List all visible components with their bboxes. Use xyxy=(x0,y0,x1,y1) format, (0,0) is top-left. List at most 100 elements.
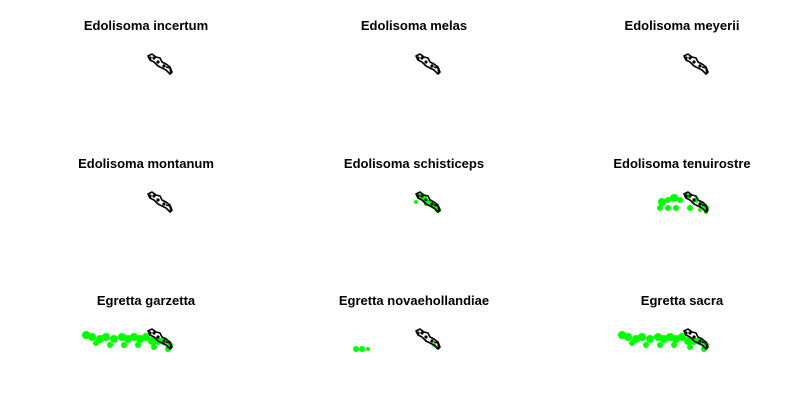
range-blob xyxy=(670,194,678,202)
panel-title: Edolisoma meyerii xyxy=(624,18,740,33)
range-blob xyxy=(677,197,683,203)
panel-title: Edolisoma melas xyxy=(360,18,468,33)
panel: Edolisoma meyerii xyxy=(548,0,804,137)
panel-title: Edolisoma schisticeps xyxy=(343,156,485,171)
range-blob xyxy=(148,337,156,345)
map xyxy=(353,328,441,352)
map xyxy=(415,53,441,75)
island-dot xyxy=(148,194,152,198)
range-blob xyxy=(353,346,359,352)
range-blob xyxy=(93,340,99,346)
island-dot xyxy=(152,194,156,198)
panel-title: Egretta novaehollandiae xyxy=(338,293,490,308)
range-blob xyxy=(102,333,110,341)
island-dot xyxy=(688,331,692,335)
range-blob xyxy=(657,205,663,211)
range-blob xyxy=(665,205,671,211)
island-dot xyxy=(698,202,702,206)
island-dot xyxy=(148,56,152,60)
range-blob xyxy=(665,197,671,203)
panel: Edolisoma schisticeps xyxy=(280,138,548,275)
island-dot xyxy=(416,331,420,335)
island-dot xyxy=(152,331,156,335)
island-outline xyxy=(683,53,709,75)
island-dot xyxy=(162,339,166,343)
island-dot xyxy=(420,331,424,335)
island-dot xyxy=(424,60,428,64)
island-dot xyxy=(430,339,434,343)
range-blob xyxy=(135,342,141,348)
map xyxy=(618,328,709,352)
island-outline xyxy=(415,191,441,213)
island-dot xyxy=(156,198,160,202)
island-dot xyxy=(162,64,166,68)
island-dot xyxy=(420,194,424,198)
range-blob xyxy=(110,335,118,343)
map xyxy=(147,191,173,213)
range-blob xyxy=(414,200,418,204)
map xyxy=(657,191,709,214)
island-dot xyxy=(692,198,696,202)
island-dot xyxy=(688,56,692,60)
panel: Egretta novaehollandiae xyxy=(280,275,548,412)
island-dot xyxy=(420,56,424,60)
map xyxy=(683,53,709,75)
range-blob xyxy=(673,205,679,211)
range-blob xyxy=(658,198,666,206)
island-dot xyxy=(684,56,688,60)
island-dot xyxy=(416,56,420,60)
range-blob xyxy=(698,208,702,212)
island-outline xyxy=(147,53,173,75)
panel-title: Edolisoma tenuirostre xyxy=(613,156,751,171)
range-blob xyxy=(359,346,365,352)
range-blob xyxy=(687,205,693,211)
panel-title: Edolisoma montanum xyxy=(78,156,214,171)
panel: Edolisoma melas xyxy=(280,0,548,137)
range-blob xyxy=(657,342,663,348)
island-dot xyxy=(430,202,434,206)
island-dot xyxy=(424,198,428,202)
panel: Egretta sacra xyxy=(548,275,804,412)
range-blob xyxy=(624,333,632,341)
island-dot xyxy=(692,335,696,339)
range-blob xyxy=(366,347,370,351)
range-blob xyxy=(151,344,157,350)
range-blob xyxy=(646,335,654,343)
map xyxy=(414,191,441,213)
panel: Egretta garzetta xyxy=(12,275,280,412)
island-dot xyxy=(148,331,152,335)
island-dot xyxy=(688,194,692,198)
island-outline xyxy=(415,53,441,75)
island-dot xyxy=(430,64,434,68)
island-dot xyxy=(692,60,696,64)
island-outline xyxy=(147,328,173,350)
panel-title: Edolisoma incertum xyxy=(83,18,209,33)
panel: Edolisoma incertum xyxy=(12,0,280,137)
map xyxy=(82,328,173,352)
island-dot xyxy=(684,331,688,335)
island-outline xyxy=(683,328,709,350)
island-dot xyxy=(684,194,688,198)
range-blob xyxy=(638,333,646,341)
range-blob xyxy=(107,342,113,348)
range-blob xyxy=(678,333,686,341)
range-blob xyxy=(684,337,692,345)
island-outline xyxy=(147,191,173,213)
range-blob xyxy=(142,333,150,341)
panel-title: Egretta sacra xyxy=(640,293,724,308)
island-dot xyxy=(698,64,702,68)
island-dot xyxy=(152,56,156,60)
island-dot xyxy=(162,202,166,206)
range-blob xyxy=(671,342,677,348)
island-dot xyxy=(698,339,702,343)
map xyxy=(147,53,173,75)
panel-title: Egretta garzetta xyxy=(96,293,196,308)
island-dot xyxy=(156,335,160,339)
range-blob xyxy=(121,342,127,348)
range-blob xyxy=(629,340,635,346)
island-dot xyxy=(424,335,428,339)
panel: Edolisoma montanum xyxy=(12,138,280,275)
island-dot xyxy=(156,60,160,64)
range-blob xyxy=(88,333,96,341)
island-outline xyxy=(415,328,441,350)
